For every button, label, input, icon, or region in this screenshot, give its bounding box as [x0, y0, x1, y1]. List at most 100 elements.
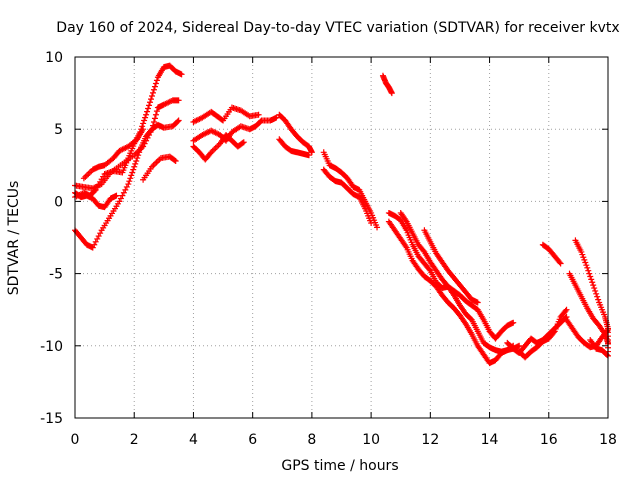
chart-title: Day 160 of 2024, Sidereal Day-to-day VTE…: [56, 20, 619, 36]
data-point-marker: [153, 159, 160, 166]
data-point-marker: [586, 270, 593, 277]
series-arc-24: [572, 237, 611, 355]
data-point-marker: [150, 86, 157, 93]
data-point-marker: [273, 114, 280, 121]
x-tick-label: 4: [189, 432, 198, 448]
data-point-marker: [585, 267, 592, 274]
data-point-marker: [148, 96, 155, 103]
data-point-marker: [557, 260, 564, 267]
data-point-marker: [85, 170, 92, 177]
data-point-marker: [562, 307, 569, 314]
data-point-marker: [579, 251, 586, 258]
data-point-marker: [591, 285, 598, 292]
series-arc-17: [397, 209, 517, 355]
series-arc-23: [566, 270, 611, 346]
data-point-marker: [151, 115, 158, 122]
data-point-marker: [308, 149, 315, 156]
series-arc-2: [72, 62, 185, 201]
data-point-marker: [134, 155, 141, 162]
data-point-marker: [129, 169, 136, 176]
x-tick-label: 12: [421, 432, 439, 448]
series-arc-9: [190, 131, 247, 163]
y-axis-ticks: -15 -10 -5 0 5 10: [40, 50, 608, 427]
data-point-marker: [172, 157, 179, 164]
data-point-marker: [147, 99, 154, 106]
data-points: [72, 62, 611, 367]
data-point-marker: [516, 342, 523, 349]
data-point-marker: [117, 195, 124, 202]
data-point-marker: [142, 114, 149, 121]
x-axis-ticks: 0 2 4 6 8 10 12 14 16 18: [71, 57, 617, 448]
y-tick-label: 0: [54, 194, 63, 210]
data-point-marker: [151, 160, 158, 167]
x-tick-label: 18: [599, 432, 617, 448]
data-point-marker: [255, 111, 262, 118]
data-point-marker: [125, 181, 132, 188]
data-point-marker: [594, 293, 601, 300]
data-point-marker: [587, 273, 594, 280]
data-point-marker: [153, 77, 160, 84]
data-point-marker: [92, 238, 99, 245]
series-arc-7: [190, 104, 262, 125]
x-tick-label: 0: [71, 432, 80, 448]
x-tick-label: 8: [307, 432, 316, 448]
series-arc-21: [539, 241, 564, 267]
data-point-marker: [151, 83, 158, 90]
series-arc-11: [276, 136, 312, 159]
data-point-marker: [113, 192, 120, 199]
data-point-marker: [145, 105, 152, 112]
series-arc-5: [80, 126, 147, 182]
x-tick-label: 14: [481, 432, 499, 448]
y-tick-label: -15: [40, 411, 63, 427]
data-point-marker: [130, 166, 137, 173]
data-point-marker: [146, 102, 153, 109]
data-point-marker: [582, 259, 589, 266]
data-point-marker: [510, 319, 517, 326]
series-arc-12: [320, 149, 381, 231]
series-arc-3: [72, 117, 182, 251]
data-point-marker: [239, 139, 246, 146]
x-axis-label: GPS time / hours: [281, 458, 398, 474]
y-tick-label: 10: [45, 50, 63, 66]
data-point-marker: [136, 149, 143, 156]
data-point-marker: [305, 152, 312, 159]
data-point-marker: [174, 118, 181, 125]
y-tick-label: -5: [49, 267, 63, 283]
data-point-marker: [584, 264, 591, 271]
data-point-marker: [150, 118, 157, 125]
data-point-marker: [95, 233, 102, 240]
data-point-marker: [120, 189, 127, 196]
data-point-marker: [175, 97, 182, 104]
data-point-marker: [581, 256, 588, 263]
series-arc-15: [385, 209, 517, 342]
plot-frame: [74, 56, 609, 419]
data-point-marker: [148, 92, 155, 99]
x-tick-label: 10: [362, 432, 380, 448]
series-arc-13: [320, 166, 375, 227]
data-point-marker: [122, 186, 129, 193]
data-point-marker: [132, 160, 139, 167]
x-tick-label: 16: [540, 432, 558, 448]
data-point-marker: [595, 296, 602, 303]
data-point-marker: [97, 230, 104, 237]
x-tick-label: 2: [130, 432, 139, 448]
data-point-marker: [83, 172, 90, 179]
y-tick-label: 5: [54, 122, 63, 138]
data-point-marker: [128, 172, 135, 179]
data-point-marker: [171, 157, 178, 164]
data-point-marker: [86, 169, 93, 176]
y-axis-label: SDTVAR / TECUs: [6, 181, 22, 296]
data-point-marker: [589, 279, 596, 286]
data-point-marker: [152, 111, 159, 118]
data-point-marker: [388, 90, 395, 97]
data-point-marker: [82, 173, 89, 180]
series-arc-4: [72, 189, 120, 211]
data-point-marker: [474, 299, 481, 306]
data-point-marker: [556, 259, 563, 266]
data-point-marker: [178, 71, 185, 78]
data-point-marker: [143, 111, 150, 118]
series-arc-20: [516, 306, 570, 361]
series-arc-10: [276, 111, 315, 156]
data-point-marker: [80, 175, 87, 182]
series-arc-14: [379, 72, 395, 97]
